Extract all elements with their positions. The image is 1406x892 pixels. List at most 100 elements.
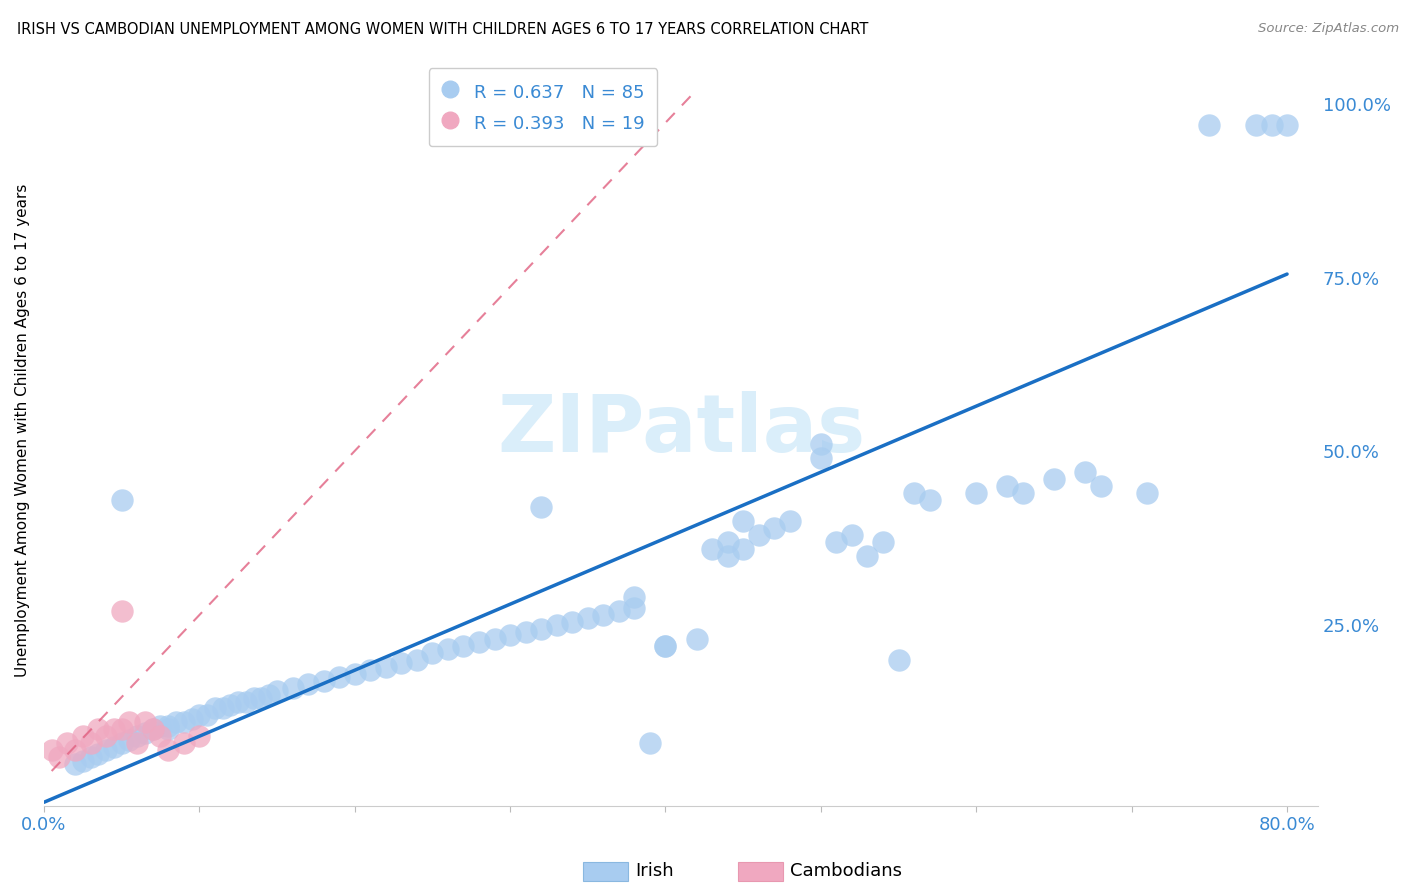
Point: [188, 729, 211, 743]
Point: [103, 739, 125, 754]
Text: ZIPatlas: ZIPatlas: [496, 392, 865, 469]
Point: [965, 486, 987, 500]
Text: Irish: Irish: [636, 863, 673, 880]
Point: [530, 622, 553, 636]
Point: [717, 549, 740, 563]
Point: [195, 708, 218, 723]
Point: [592, 607, 614, 622]
Point: [134, 715, 156, 730]
Point: [453, 639, 475, 653]
Point: [389, 657, 412, 671]
Point: [219, 698, 242, 712]
Point: [343, 666, 366, 681]
Point: [359, 663, 381, 677]
Point: [149, 729, 172, 743]
Point: [257, 688, 280, 702]
Point: [72, 729, 94, 743]
Point: [149, 719, 172, 733]
Point: [422, 646, 444, 660]
Point: [110, 492, 132, 507]
Point: [499, 628, 522, 642]
Point: [134, 726, 156, 740]
Point: [374, 659, 396, 673]
Point: [654, 639, 676, 653]
Point: [226, 694, 249, 708]
Point: [825, 534, 848, 549]
Point: [173, 715, 195, 730]
Point: [623, 600, 645, 615]
Point: [63, 757, 86, 772]
Point: [56, 736, 79, 750]
Point: [638, 736, 661, 750]
Point: [110, 604, 132, 618]
Point: [405, 653, 427, 667]
Point: [484, 632, 506, 646]
Text: Source: ZipAtlas.com: Source: ZipAtlas.com: [1258, 22, 1399, 36]
Point: [72, 754, 94, 768]
Point: [1198, 118, 1220, 132]
Point: [242, 691, 264, 706]
Point: [1275, 118, 1298, 132]
Point: [173, 736, 195, 750]
Point: [607, 604, 630, 618]
Point: [468, 635, 491, 649]
Point: [250, 691, 273, 706]
Point: [763, 521, 786, 535]
Point: [79, 750, 101, 764]
Text: Cambodians: Cambodians: [790, 863, 903, 880]
Point: [654, 639, 676, 653]
Point: [779, 514, 801, 528]
Point: [79, 736, 101, 750]
Point: [733, 514, 755, 528]
Point: [204, 701, 226, 715]
Point: [717, 534, 740, 549]
Point: [576, 611, 599, 625]
Point: [297, 677, 319, 691]
Point: [142, 723, 165, 737]
Point: [118, 732, 141, 747]
Point: [856, 549, 879, 563]
Point: [157, 719, 180, 733]
Point: [211, 701, 233, 715]
Point: [810, 437, 832, 451]
Point: [1244, 118, 1267, 132]
Point: [733, 541, 755, 556]
Legend: R = 0.637   N = 85, R = 0.393   N = 19: R = 0.637 N = 85, R = 0.393 N = 19: [429, 68, 657, 146]
Point: [810, 451, 832, 466]
Point: [918, 492, 941, 507]
Point: [515, 625, 537, 640]
Point: [623, 591, 645, 605]
Point: [748, 527, 770, 541]
Point: [1043, 472, 1066, 486]
Point: [48, 750, 70, 764]
Point: [157, 723, 180, 737]
Point: [841, 527, 863, 541]
Point: [887, 653, 910, 667]
Point: [87, 747, 110, 761]
Point: [872, 534, 894, 549]
Point: [1012, 486, 1035, 500]
Point: [995, 479, 1018, 493]
Point: [127, 736, 149, 750]
Point: [165, 715, 187, 730]
Point: [530, 500, 553, 514]
Point: [180, 712, 202, 726]
Y-axis label: Unemployment Among Women with Children Ages 6 to 17 years: Unemployment Among Women with Children A…: [15, 184, 30, 677]
Point: [700, 541, 723, 556]
Point: [142, 723, 165, 737]
Point: [281, 681, 304, 695]
Point: [110, 736, 132, 750]
Point: [685, 632, 707, 646]
Point: [1260, 118, 1282, 132]
Point: [110, 723, 132, 737]
Text: IRISH VS CAMBODIAN UNEMPLOYMENT AMONG WOMEN WITH CHILDREN AGES 6 TO 17 YEARS COR: IRISH VS CAMBODIAN UNEMPLOYMENT AMONG WO…: [17, 22, 869, 37]
Point: [437, 642, 460, 657]
Point: [1074, 465, 1097, 479]
Point: [127, 729, 149, 743]
Point: [312, 673, 335, 688]
Point: [561, 615, 583, 629]
Point: [188, 708, 211, 723]
Point: [903, 486, 925, 500]
Point: [1136, 486, 1159, 500]
Point: [328, 670, 350, 684]
